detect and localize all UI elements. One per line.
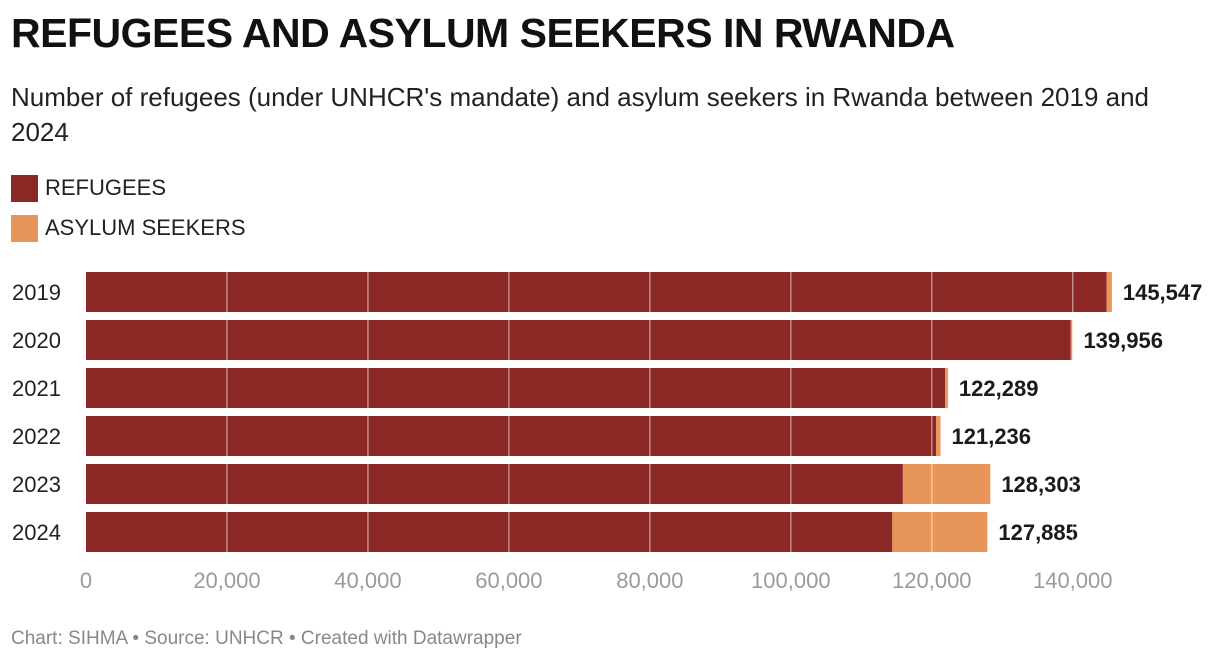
legend-label-refugees: REFUGEES bbox=[45, 175, 167, 200]
chart-subtitle: Number of refugees (under UNHCR's mandat… bbox=[11, 82, 1150, 147]
data-label-total-2019: 145,547 bbox=[1123, 280, 1203, 305]
data-label-total-2021: 122,289 bbox=[959, 376, 1039, 401]
bar-asylum-seekers-2020 bbox=[1070, 320, 1073, 360]
data-label-total-2024: 127,885 bbox=[998, 520, 1078, 545]
data-label-total-2020: 139,956 bbox=[1083, 328, 1163, 353]
data-label-total-2023: 128,303 bbox=[1001, 472, 1081, 497]
legend-label-asylum-seekers: ASYLUM SEEKERS bbox=[45, 215, 246, 240]
bar-chart: 2019 145,547 2020 139,956 2021 122,289 2022 121… bbox=[12, 270, 1203, 593]
y-tick-label-2022: 2022 bbox=[12, 424, 61, 449]
legend-item-refugees: REFUGEES bbox=[11, 168, 246, 208]
x-tick-label-100000: 100,000 bbox=[751, 568, 831, 593]
chart-footer: Chart: SIHMA • Source: UNHCR • Created w… bbox=[11, 628, 522, 649]
bar-refugees-2024 bbox=[86, 512, 893, 552]
bar-refugees-2020 bbox=[86, 320, 1071, 360]
bar-refugees-2019 bbox=[86, 272, 1107, 312]
bar-asylum-seekers-2023 bbox=[902, 464, 991, 504]
x-tick-label-140000: 140,000 bbox=[1033, 568, 1113, 593]
x-tick-label-0: 0 bbox=[80, 568, 92, 593]
x-tick-label-60000: 60,000 bbox=[475, 568, 542, 593]
y-tick-label-2020: 2020 bbox=[12, 328, 61, 353]
legend-item-asylum-seekers: ASYLUM SEEKERS bbox=[11, 208, 246, 248]
x-tick-label-40000: 40,000 bbox=[334, 568, 401, 593]
legend-swatch-refugees bbox=[11, 174, 38, 202]
bar-asylum-seekers-2019 bbox=[1106, 272, 1112, 312]
y-tick-label-2024: 2024 bbox=[12, 520, 61, 545]
chart-title: REFUGEES AND ASYLUM SEEKERS IN RWANDA bbox=[11, 10, 955, 56]
x-tick-label-120000: 120,000 bbox=[892, 568, 972, 593]
y-tick-label-2019: 2019 bbox=[12, 280, 61, 305]
bar-refugees-2021 bbox=[86, 368, 946, 408]
bar-asylum-seekers-2022 bbox=[936, 416, 941, 456]
y-tick-label-2021: 2021 bbox=[12, 376, 61, 401]
y-tick-label-2023: 2023 bbox=[12, 472, 61, 497]
bar-refugees-2022 bbox=[86, 416, 937, 456]
x-tick-label-80000: 80,000 bbox=[616, 568, 683, 593]
legend: REFUGEES ASYLUM SEEKERS bbox=[11, 168, 246, 248]
legend-swatch-asylum-seekers bbox=[11, 214, 38, 242]
x-tick-label-20000: 20,000 bbox=[193, 568, 260, 593]
bar-asylum-seekers-2021 bbox=[945, 368, 948, 408]
bar-asylum-seekers-2024 bbox=[892, 512, 988, 552]
data-label-total-2022: 121,236 bbox=[952, 424, 1032, 449]
bar-refugees-2023 bbox=[86, 464, 903, 504]
